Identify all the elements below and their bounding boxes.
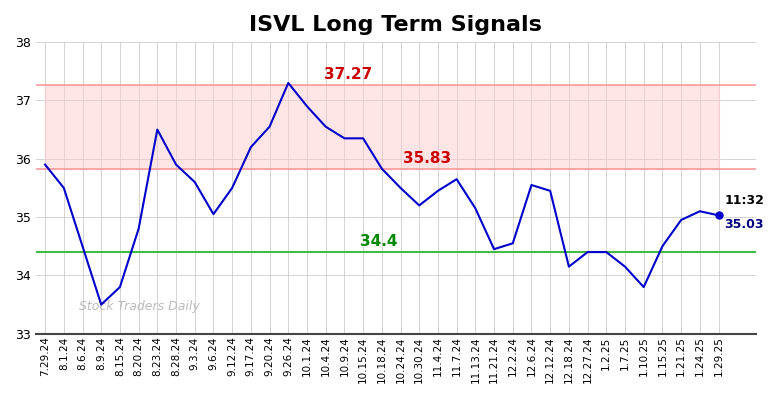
Text: 11:32: 11:32	[724, 193, 764, 207]
Text: 35.03: 35.03	[724, 218, 764, 231]
Title: ISVL Long Term Signals: ISVL Long Term Signals	[249, 15, 543, 35]
Text: 34.4: 34.4	[360, 234, 397, 249]
Text: 37.27: 37.27	[324, 67, 372, 82]
Text: Stock Traders Daily: Stock Traders Daily	[79, 300, 200, 313]
Text: 35.83: 35.83	[403, 151, 451, 166]
